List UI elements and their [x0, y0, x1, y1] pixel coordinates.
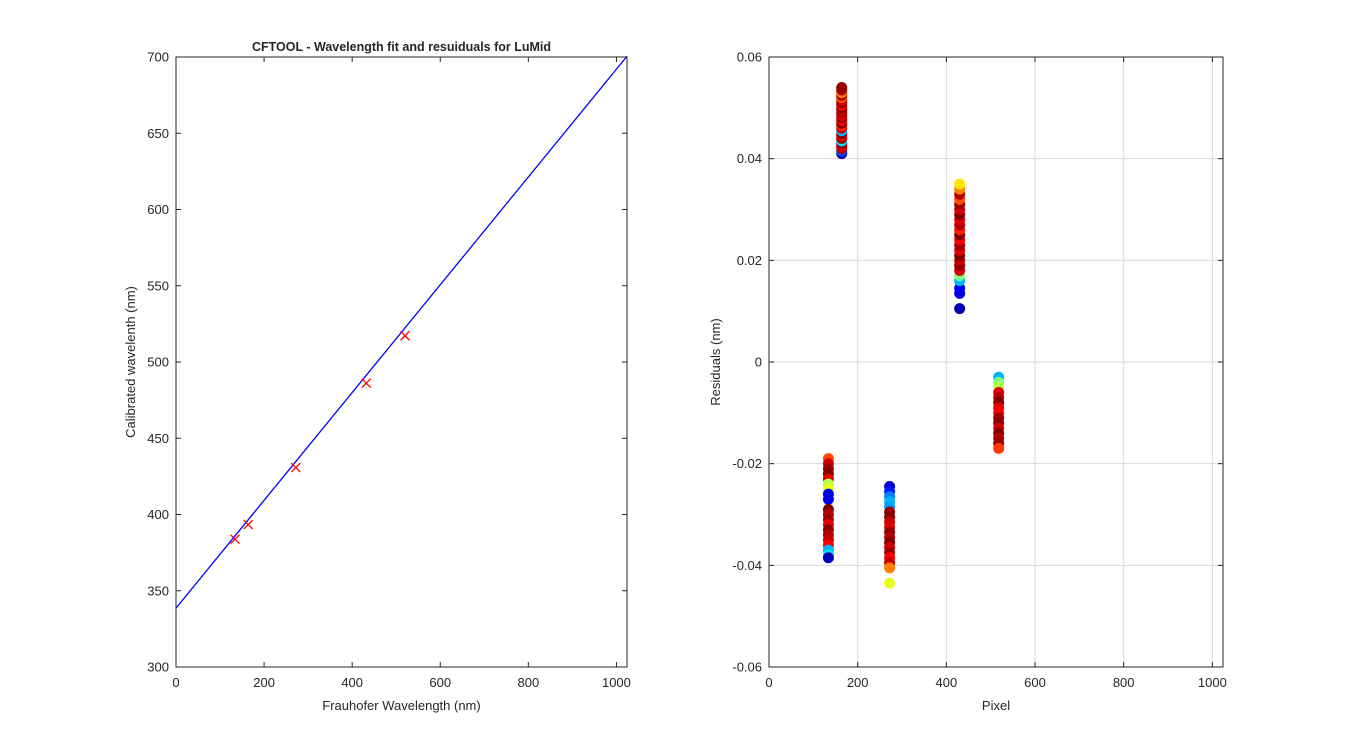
- y-tick-label: 300: [147, 660, 169, 675]
- x-tick-label: 400: [935, 675, 957, 690]
- y-tick-label: 0.02: [737, 253, 762, 268]
- left-chart-title: CFTOOL - Wavelength fit and resuiduals f…: [252, 40, 551, 54]
- y-tick-label: 650: [147, 126, 169, 141]
- x-tick-label: 0: [765, 675, 772, 690]
- right-grid: [768, 56, 1223, 668]
- y-tick-label: -0.06: [732, 660, 762, 675]
- y-tick-label: 500: [147, 355, 169, 370]
- right-y-ticks: -0.06 -0.04 -0.02 0 0.02 0.04 0.06: [732, 50, 1223, 675]
- left-y-ticks: 300 350 400 450 500 550 600 650 700: [147, 50, 627, 675]
- x-tick-label: 400: [341, 675, 363, 690]
- calibration-point-marker: [243, 519, 254, 530]
- right-plot-content: [822, 82, 1005, 589]
- x-tick-label: 600: [429, 675, 451, 690]
- residual-point: [954, 178, 966, 190]
- y-tick-label: -0.04: [732, 558, 762, 573]
- y-tick-label: 600: [147, 202, 169, 217]
- calibration-point-marker: [361, 378, 372, 389]
- residual-point: [884, 562, 896, 574]
- y-tick-label: 0.06: [737, 50, 762, 65]
- left-y-axis-label: Calibrated wavelenth (nm): [123, 286, 138, 438]
- x-tick-label: 1000: [1198, 675, 1227, 690]
- x-tick-label: 200: [253, 675, 275, 690]
- x-tick-label: 1000: [602, 675, 631, 690]
- y-tick-label: -0.02: [732, 456, 762, 471]
- y-tick-label: 350: [147, 583, 169, 598]
- x-tick-label: 600: [1024, 675, 1046, 690]
- right-plot: Pixel Residuals (nm) 0 200 400 600 800 1000 -…: [708, 50, 1227, 714]
- residual-point: [954, 303, 966, 315]
- right-y-axis-label: Residuals (nm): [708, 318, 723, 405]
- residual-point: [822, 493, 834, 505]
- residual-point: [954, 282, 966, 294]
- y-tick-label: 450: [147, 431, 169, 446]
- residual-point: [822, 552, 834, 564]
- x-tick-label: 800: [1113, 675, 1135, 690]
- y-tick-label: 0.04: [737, 151, 762, 166]
- right-x-axis-label: Pixel: [982, 698, 1010, 713]
- x-tick-label: 0: [172, 675, 179, 690]
- residual-point: [993, 442, 1005, 454]
- calibration-point-marker: [400, 330, 410, 341]
- left-x-axis-label: Frauhofer Wavelength (nm): [322, 698, 480, 713]
- left-plot: CFTOOL - Wavelength fit and resuiduals f…: [123, 40, 631, 713]
- left-plot-area: [176, 57, 627, 667]
- calibration-point-marker: [230, 534, 240, 545]
- right-x-ticks: 0 200 400 600 800 1000: [765, 57, 1227, 690]
- y-tick-label: 400: [147, 507, 169, 522]
- y-tick-label: 0: [755, 355, 762, 370]
- residual-point: [884, 577, 896, 589]
- residual-point: [836, 82, 848, 93]
- x-tick-label: 800: [517, 675, 539, 690]
- x-tick-label: 200: [847, 675, 869, 690]
- calibration-point-marker: [290, 462, 301, 473]
- left-x-ticks: 0 200 400 600 800 1000: [172, 57, 631, 690]
- left-plot-content: [175, 55, 628, 609]
- y-tick-label: 700: [147, 50, 169, 65]
- y-tick-label: 550: [147, 278, 169, 293]
